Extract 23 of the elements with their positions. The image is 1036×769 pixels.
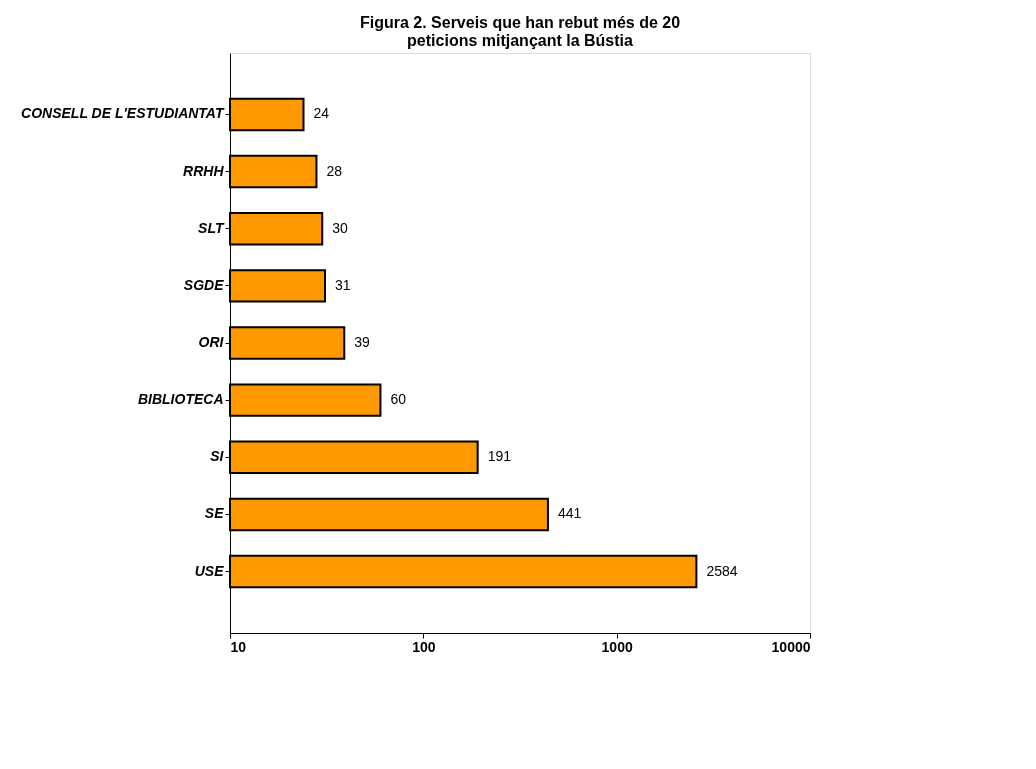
data-label: 441	[557, 505, 582, 522]
x-tick-label: 10	[230, 638, 247, 655]
y-tick-label: RRHH	[183, 162, 225, 179]
x-tick-label: 10000	[771, 638, 811, 655]
x-tick-label: 1000	[601, 638, 633, 655]
chart-title: Figura 2. Serveis que han rebut més de 20 peticions mitjançant la Bústia	[359, 14, 681, 49]
y-tick-label: USE	[194, 562, 225, 579]
y-tick-label: SLT	[198, 219, 225, 236]
y-tick-label: CONSELL DE L'ESTUDIANTAT	[21, 105, 225, 122]
x-tick-label: 100	[412, 638, 436, 655]
data-label: 28	[326, 162, 343, 179]
y-tick-label: ORI	[198, 334, 225, 350]
y-tick-label: SE	[204, 505, 225, 522]
data-label: 30	[332, 219, 349, 236]
data-label: 39	[354, 334, 371, 350]
data-label: 191	[487, 448, 512, 465]
y-tick-label: SGDE	[183, 276, 225, 293]
data-label: 24	[313, 105, 330, 122]
y-tick-label: BIBLIOTECA	[137, 391, 224, 408]
data-label: 31	[335, 276, 351, 293]
y-tick-label: SI	[210, 448, 225, 465]
data-label: 2584	[706, 562, 738, 579]
data-label: 60	[390, 391, 407, 408]
